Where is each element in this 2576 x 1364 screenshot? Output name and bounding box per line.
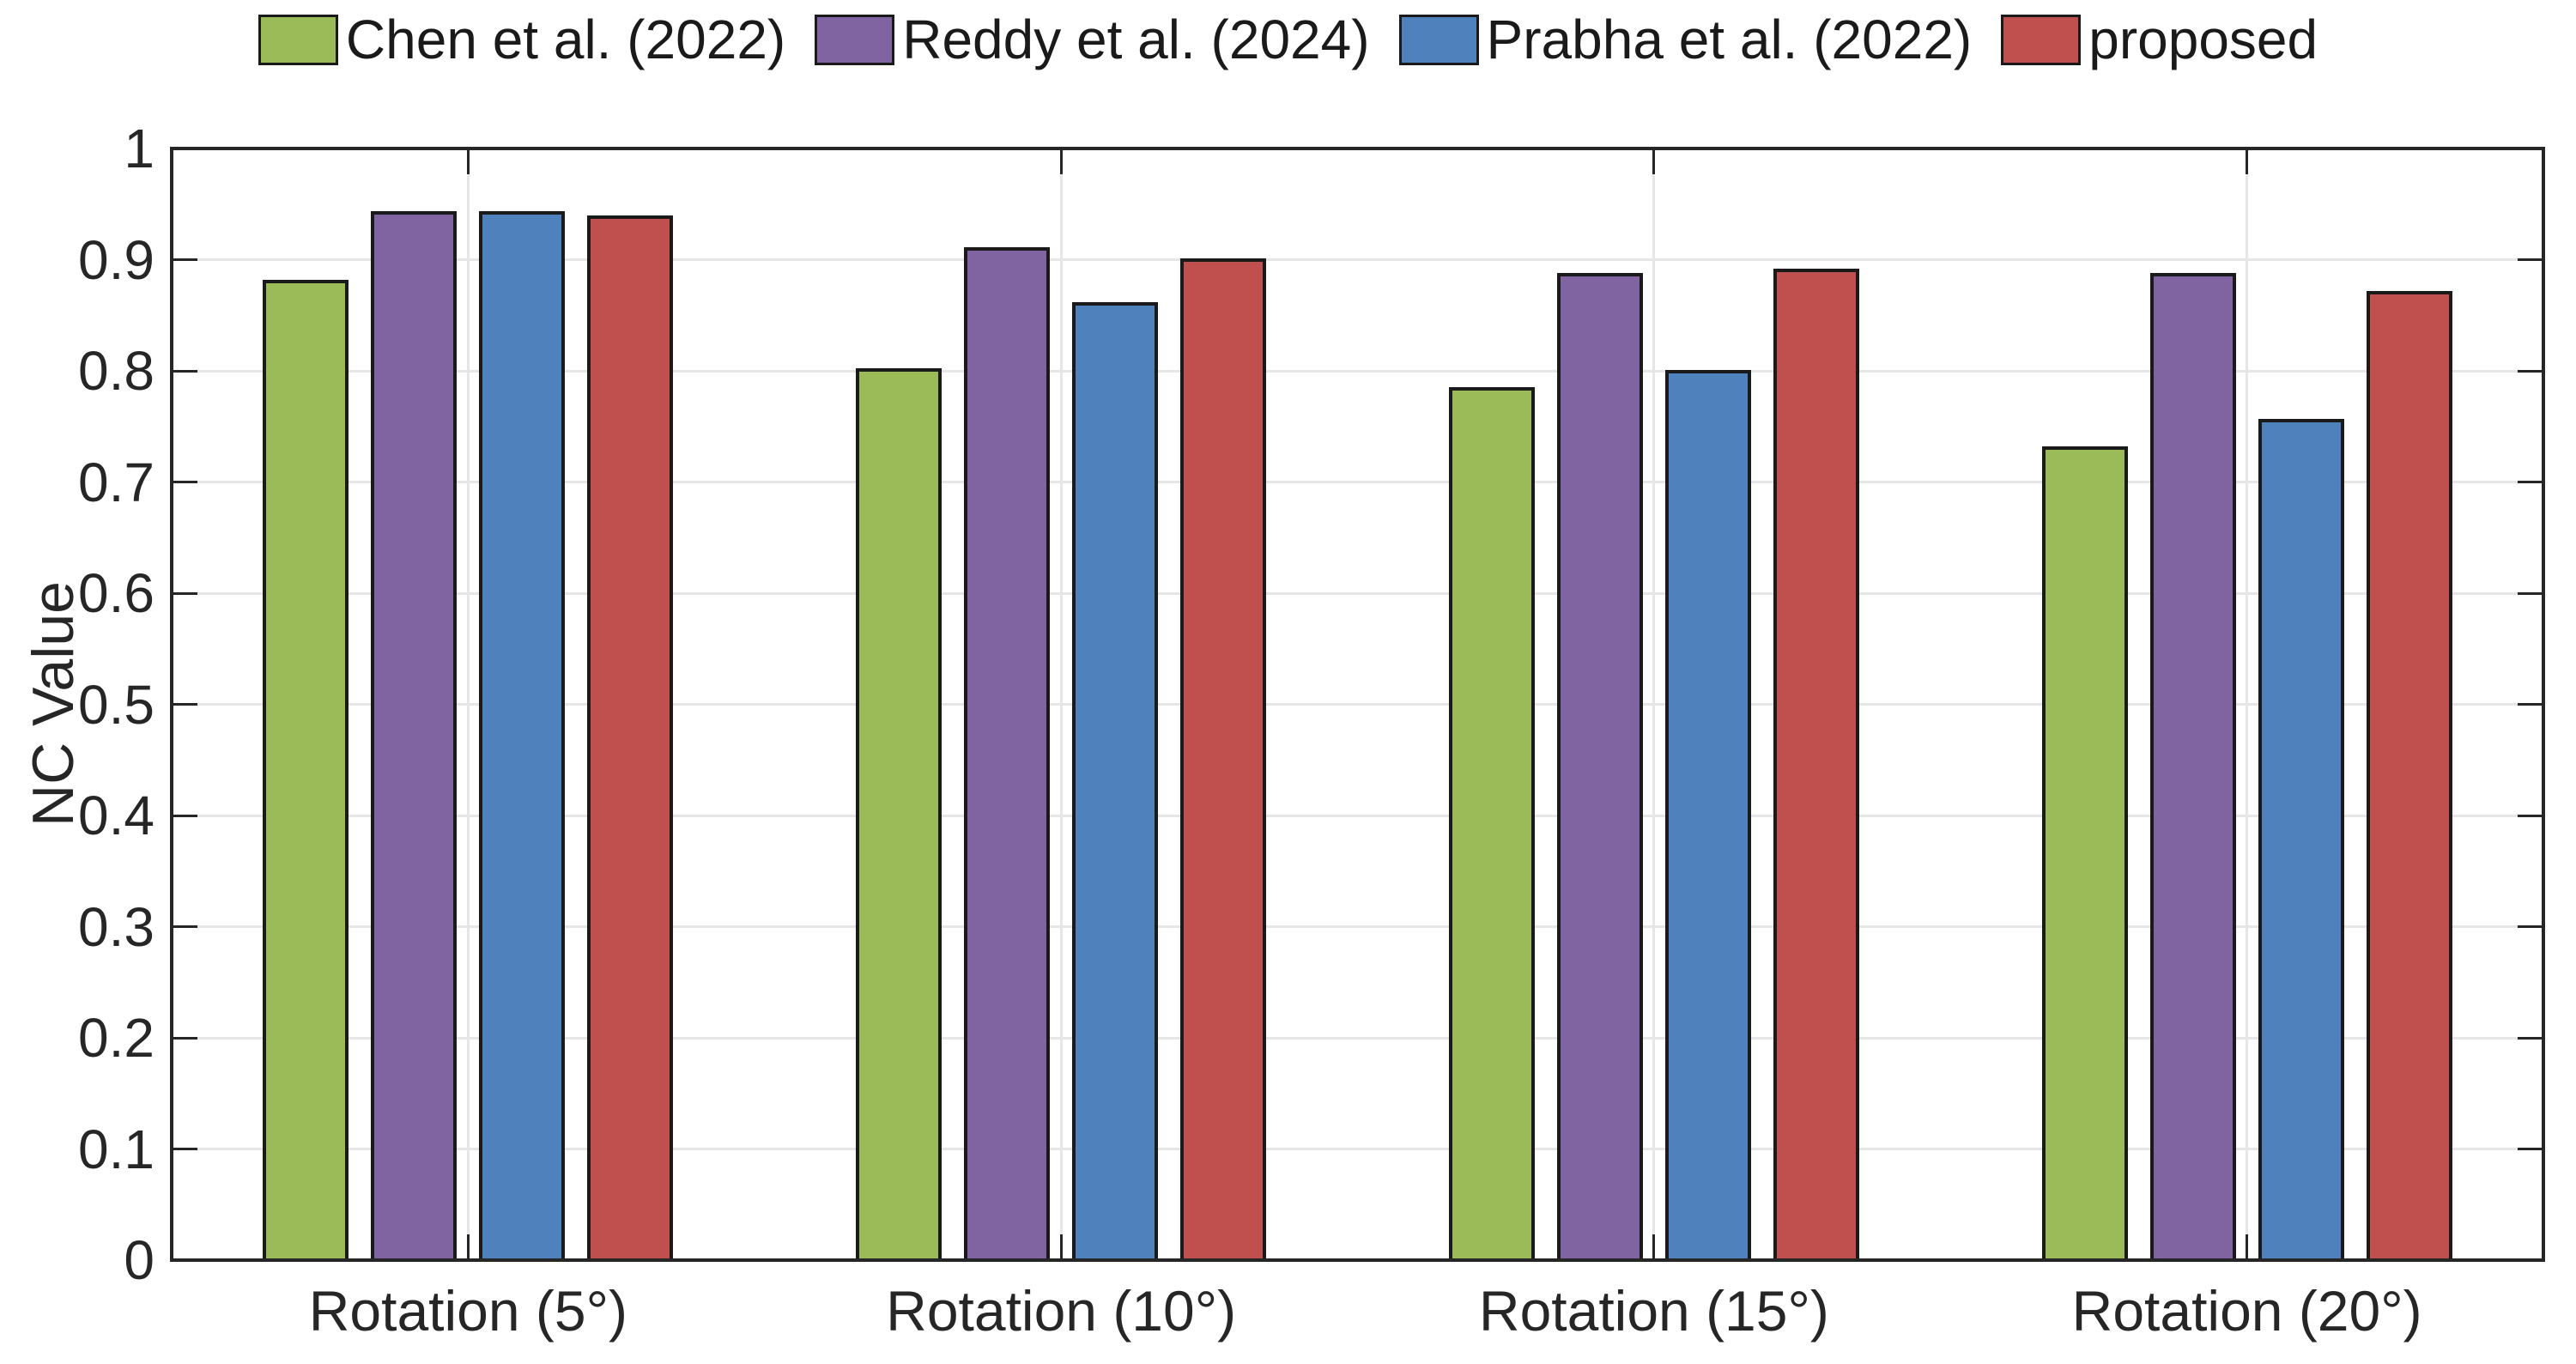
bar bbox=[2258, 418, 2344, 1260]
bar bbox=[479, 210, 566, 1260]
y-gridline bbox=[172, 481, 2543, 483]
bar bbox=[263, 279, 349, 1260]
x-tick-label: Rotation (15°) bbox=[1478, 1279, 1829, 1343]
legend-label: Prabha et al. (2022) bbox=[1486, 9, 1973, 70]
legend-label: Chen et al. (2022) bbox=[345, 9, 786, 70]
y-tick-mark bbox=[2518, 591, 2543, 595]
y-tick-mark bbox=[2518, 925, 2543, 928]
y-tick-label: 0.6 bbox=[78, 562, 155, 624]
legend: Chen et al. (2022) Reddy et al. (2024) Pra… bbox=[0, 12, 2576, 67]
y-tick-label: 0.7 bbox=[78, 451, 155, 513]
legend-item: Chen et al. (2022) bbox=[258, 12, 785, 67]
y-tick-mark bbox=[2518, 1148, 2543, 1150]
x-tick-label: Rotation (5°) bbox=[308, 1279, 627, 1343]
bar bbox=[1072, 301, 1159, 1260]
x-tick-mark bbox=[1652, 1234, 1656, 1260]
y-tick-mark bbox=[172, 814, 197, 817]
y-tick-label: 0.8 bbox=[78, 340, 155, 402]
bar bbox=[856, 368, 943, 1260]
y-gridline bbox=[172, 369, 2543, 373]
x-tick-mark bbox=[1652, 149, 1656, 174]
y-tick-mark bbox=[172, 703, 197, 706]
y-gridline bbox=[172, 1036, 2543, 1040]
legend-swatch-2 bbox=[815, 14, 895, 65]
legend-label: Reddy et al. (2024) bbox=[902, 9, 1370, 70]
y-tick-mark bbox=[2518, 703, 2543, 706]
y-tick-mark bbox=[172, 481, 197, 483]
bar bbox=[2041, 446, 2128, 1260]
bar bbox=[1448, 387, 1535, 1260]
legend-item: Prabha et al. (2022) bbox=[1398, 9, 1973, 70]
y-tick-mark bbox=[172, 369, 197, 373]
bar bbox=[1773, 268, 1859, 1260]
y-tick-mark bbox=[172, 925, 197, 928]
y-tick-mark bbox=[2518, 481, 2543, 483]
legend-label: proposed bbox=[2088, 9, 2318, 70]
x-axis-tick-labels: Rotation (5°) Rotation (10°) Rotation (15°… bbox=[172, 1282, 2543, 1360]
x-tick-mark bbox=[2246, 1234, 2249, 1260]
x-tick-mark bbox=[466, 1234, 470, 1260]
y-axis-tick-labels: 0 0.1 0.2 0.3 0.4 0.5 0.6 0.7 0.8 0.9 1 bbox=[0, 121, 155, 1288]
y-axis-label: NC Value bbox=[21, 581, 86, 827]
y-tick-label: 0.9 bbox=[78, 228, 155, 291]
x-tick-label: Rotation (10°) bbox=[886, 1279, 1237, 1343]
y-tick-label: 0 bbox=[124, 1229, 155, 1291]
legend-swatch-1 bbox=[258, 14, 338, 65]
y-gridline bbox=[172, 1148, 2543, 1150]
y-gridline bbox=[172, 925, 2543, 928]
y-gridline bbox=[172, 703, 2543, 706]
y-tick-label: 0.4 bbox=[78, 785, 155, 846]
y-tick-mark bbox=[2518, 258, 2543, 261]
y-tick-mark bbox=[172, 1036, 197, 1040]
y-gridline bbox=[172, 591, 2543, 595]
x-tick-mark bbox=[1059, 1234, 1063, 1260]
x-tick-mark bbox=[2246, 149, 2249, 174]
y-gridline bbox=[172, 258, 2543, 261]
y-tick-label: 0.5 bbox=[78, 673, 155, 736]
y-tick-mark bbox=[172, 1148, 197, 1150]
x-gridline bbox=[466, 149, 470, 1260]
x-tick-mark bbox=[1059, 149, 1063, 174]
bar bbox=[2149, 273, 2236, 1260]
y-gridline bbox=[172, 814, 2543, 817]
bar bbox=[1664, 369, 1751, 1260]
x-gridline bbox=[1652, 149, 1656, 1260]
y-tick-mark bbox=[172, 258, 197, 261]
y-tick-mark bbox=[172, 591, 197, 595]
y-tick-mark bbox=[2518, 1036, 2543, 1040]
legend-item: Reddy et al. (2024) bbox=[815, 9, 1370, 70]
x-tick-label: Rotation (20°) bbox=[2071, 1279, 2422, 1343]
x-tick-mark bbox=[466, 149, 470, 174]
legend-swatch-4 bbox=[2001, 14, 2082, 65]
bar bbox=[964, 247, 1051, 1260]
legend-item: proposed bbox=[2001, 12, 2318, 67]
y-tick-mark bbox=[2518, 814, 2543, 817]
bar bbox=[2366, 290, 2452, 1260]
y-tick-mark bbox=[2518, 369, 2543, 373]
bar bbox=[371, 210, 458, 1260]
y-tick-label: 0.2 bbox=[78, 1007, 155, 1069]
y-tick-label: 1 bbox=[124, 118, 155, 179]
plot-area bbox=[172, 149, 2543, 1260]
bar bbox=[1180, 258, 1267, 1260]
bar bbox=[587, 215, 674, 1260]
bar bbox=[1556, 273, 1643, 1260]
x-gridline bbox=[2246, 149, 2249, 1260]
x-gridline bbox=[1059, 149, 1063, 1260]
y-tick-label: 0.1 bbox=[78, 1118, 155, 1180]
y-tick-label: 0.3 bbox=[78, 895, 155, 958]
legend-swatch-3 bbox=[1398, 14, 1479, 65]
